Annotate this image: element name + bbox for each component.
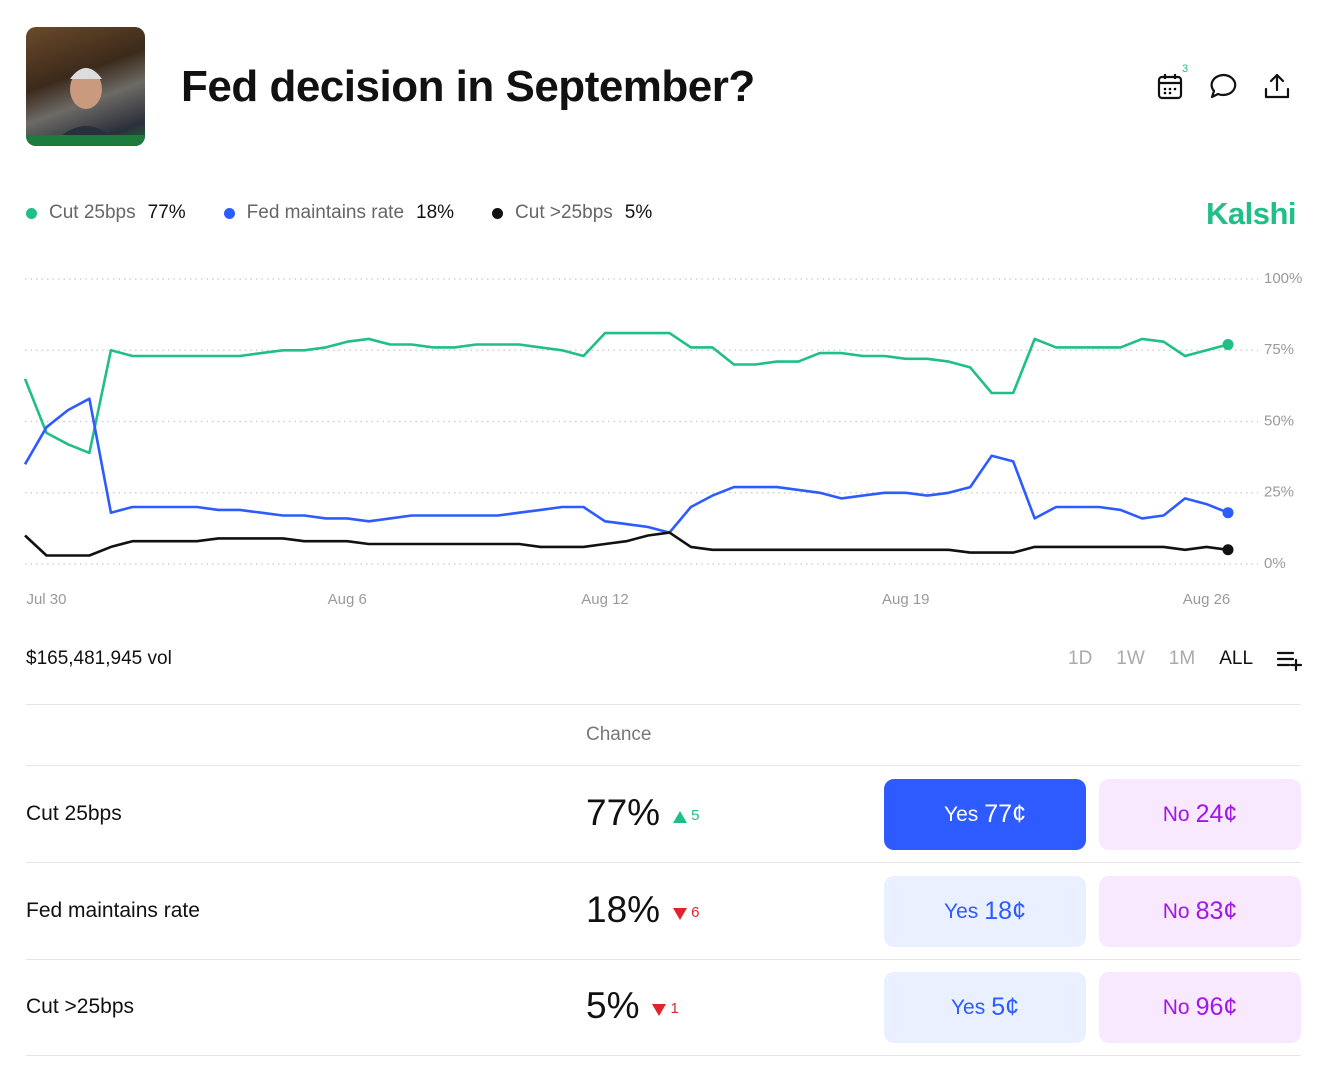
x-tick-label: Aug 6 xyxy=(328,591,367,608)
divider xyxy=(26,959,1301,960)
no-label: No xyxy=(1162,995,1190,1019)
range-button[interactable]: 1W xyxy=(1116,648,1145,669)
legend-value: 5% xyxy=(624,202,653,223)
chance: 77% xyxy=(586,792,661,833)
change-arrow xyxy=(673,908,688,920)
endpoint-dot xyxy=(1222,339,1234,351)
no-label: No xyxy=(1162,899,1190,923)
chart-options-icon[interactable] xyxy=(1276,648,1304,672)
yes-button[interactable]: Yes 77¢ xyxy=(884,779,1086,850)
x-tick-label: Aug 19 xyxy=(882,591,930,608)
change-arrow xyxy=(652,1004,667,1016)
range-button[interactable]: ALL xyxy=(1219,648,1254,669)
outcome-row: Cut >25bps 5% 1 Yes 5¢ No 96¢ xyxy=(26,959,1301,1055)
endpoint-dot xyxy=(1222,544,1234,556)
no-button[interactable]: No 96¢ xyxy=(1099,972,1301,1043)
outcome-name: Cut >25bps xyxy=(26,995,134,1018)
comment-icon[interactable] xyxy=(1209,72,1239,102)
y-tick-label: 75% xyxy=(1264,341,1294,358)
yes-label: Yes xyxy=(944,899,979,923)
brand: Kalshi xyxy=(1206,196,1297,231)
yes-button[interactable]: Yes 18¢ xyxy=(884,876,1086,947)
y-tick-label: 100% xyxy=(1264,270,1302,287)
no-price: 83¢ xyxy=(1195,897,1238,925)
no-button[interactable]: No 83¢ xyxy=(1099,876,1301,947)
market-image xyxy=(26,27,145,146)
chart: 0% 25% 50% 75% 100% Jul 30 Aug 6 Aug 12 Aug 19 Au… xyxy=(23,270,1302,608)
y-tick-label: 50% xyxy=(1264,412,1294,429)
no-price: 96¢ xyxy=(1195,993,1238,1021)
legend-dot xyxy=(223,207,235,219)
title: Fed decision in September? xyxy=(181,62,755,111)
change: 5 xyxy=(691,807,700,824)
chance: 18% xyxy=(586,889,661,930)
yes-price: 77¢ xyxy=(984,800,1026,828)
legend-dot xyxy=(26,207,37,219)
divider xyxy=(26,704,1301,705)
no-price: 24¢ xyxy=(1195,800,1238,828)
divider xyxy=(26,1055,1301,1056)
legend-item: Cut >25bps 5% xyxy=(492,202,652,224)
no-label: No xyxy=(1162,802,1190,826)
column-header: Chance xyxy=(586,724,652,745)
yes-label: Yes xyxy=(944,802,979,826)
outcome-row: Cut 25bps 77% 5 Yes 77¢ No 24¢ xyxy=(26,766,1301,862)
share-icon[interactable] xyxy=(1263,72,1293,102)
change: 6 xyxy=(691,904,700,921)
y-tick-label: 0% xyxy=(1264,555,1286,572)
change: 1 xyxy=(670,1000,679,1017)
volume: $165,481,945 vol xyxy=(26,648,172,669)
range-button[interactable]: 1M xyxy=(1168,648,1196,669)
legend-value: 77% xyxy=(147,202,186,223)
yes-button[interactable]: Yes 5¢ xyxy=(884,972,1086,1043)
calendar-badge: 3 xyxy=(1182,63,1189,75)
y-tick-label: 25% xyxy=(1264,484,1294,501)
outcome-row: Fed maintains rate 18% 6 Yes 18¢ No 83¢ xyxy=(26,863,1301,959)
outcome-name: Fed maintains rate xyxy=(26,899,200,922)
series-line xyxy=(23,331,1229,455)
x-tick-label: Aug 26 xyxy=(1183,591,1231,608)
range-button[interactable]: 1D xyxy=(1068,648,1093,669)
range-selector: 1D 1W 1M ALL xyxy=(1068,648,1253,670)
legend-item: Cut 25bps 77% xyxy=(26,202,186,224)
chance: 5% xyxy=(586,985,640,1026)
yes-label: Yes xyxy=(950,995,986,1019)
x-tick-label: Jul 30 xyxy=(26,591,66,608)
divider xyxy=(26,765,1301,766)
change-arrow xyxy=(673,811,688,823)
legend-label: Cut >25bps xyxy=(515,202,613,223)
legend-label: Fed maintains rate xyxy=(246,202,405,223)
divider xyxy=(26,862,1301,863)
legend-label: Cut 25bps xyxy=(49,202,136,223)
endpoint-dot xyxy=(1222,507,1234,519)
yes-price: 5¢ xyxy=(991,993,1020,1021)
calendar-icon[interactable] xyxy=(1156,72,1186,102)
x-tick-label: Aug 12 xyxy=(581,591,629,608)
yes-price: 18¢ xyxy=(984,897,1026,925)
legend-value: 18% xyxy=(416,202,455,223)
outcome-name: Cut 25bps xyxy=(26,802,122,825)
legend: Cut 25bps 77% Fed maintains rate 18% Cut >25… xyxy=(26,202,652,224)
series-line xyxy=(24,531,1229,557)
photo-art xyxy=(26,68,145,146)
legend-item: Fed maintains rate 18% xyxy=(223,202,455,224)
legend-dot xyxy=(492,207,504,219)
series-line xyxy=(23,397,1229,534)
no-button[interactable]: No 24¢ xyxy=(1099,779,1301,850)
